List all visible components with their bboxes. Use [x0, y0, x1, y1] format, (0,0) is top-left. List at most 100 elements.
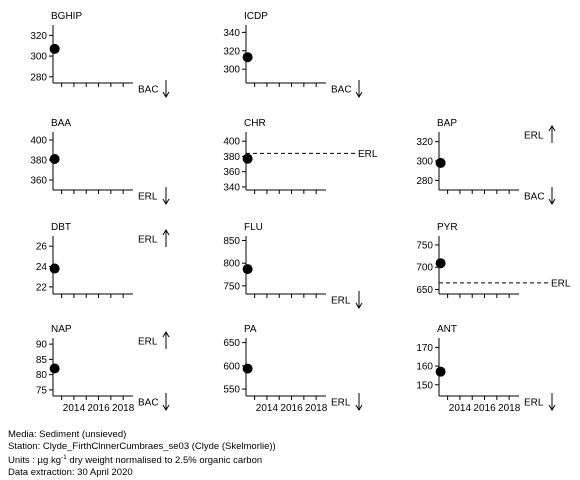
footer-media: Media: Sediment (unsieved) — [8, 429, 127, 440]
arrow-head-erl — [162, 331, 170, 338]
arrow-head-bac — [355, 91, 363, 98]
data-point — [49, 154, 60, 164]
y-tick-label: 150 — [416, 380, 433, 391]
data-point — [49, 363, 60, 374]
panel-title: PA — [244, 324, 257, 335]
footer-units-prefix: Units : µg kg — [8, 455, 61, 467]
y-tick-label: 360 — [223, 167, 240, 178]
arrow-head-erl — [162, 229, 170, 236]
data-point — [49, 43, 60, 54]
reference-label-erl: ERL — [331, 296, 351, 307]
data-point — [242, 153, 253, 164]
x-tick-label: 2018 — [305, 403, 328, 414]
y-tick-label: 300 — [223, 65, 240, 76]
panel-title: NAP — [51, 324, 72, 335]
panel-title: CHR — [244, 118, 266, 129]
footer-units-suffix: dry weight normalised to 2.5% organic ca… — [66, 455, 263, 467]
y-tick-label: 360 — [30, 176, 47, 187]
x-tick-label: 2014 — [449, 403, 472, 414]
x-tick-label: 2016 — [473, 403, 496, 414]
y-tick-label: 320 — [223, 46, 240, 57]
panel-ant: ANT 150 160 170 2014 2016 2018 ERL — [416, 324, 556, 414]
arrow-head-bac — [548, 198, 556, 205]
panel-title: PYR — [437, 222, 458, 233]
y-tick-label: 300 — [30, 52, 47, 63]
panel-flu: FLU 750 800 850 ERL — [223, 222, 363, 309]
figure-footer: Media: Sediment (unsieved) Station: Clyd… — [8, 429, 276, 478]
data-point — [242, 52, 253, 63]
footer-station: Station: Clyde_FirthClnnerCumbraes_se03 … — [8, 440, 276, 452]
footer-units-exponent: -1 — [61, 454, 67, 461]
arrow-head-erl — [355, 404, 363, 411]
y-tick-label: 160 — [416, 362, 433, 373]
y-tick-label: 320 — [30, 31, 47, 42]
panel-nap: NAP 75 80 85 90 2014 2016 2018 ERL BAC — [36, 324, 170, 414]
y-tick-label: 700 — [416, 263, 433, 274]
data-point — [49, 263, 60, 274]
panel-title: BAP — [437, 118, 457, 129]
y-tick-label: 340 — [223, 28, 240, 39]
y-tick-label: 300 — [416, 157, 433, 168]
y-tick-label: 24 — [36, 262, 48, 273]
panel-title: ANT — [437, 324, 457, 335]
x-tick-label: 2014 — [256, 403, 279, 414]
footer-extraction: Data extraction: 30 April 2020 — [8, 466, 133, 478]
panel-pa: PA 550 600 650 2014 2016 2018 ERL — [223, 324, 363, 414]
y-tick-label: 750 — [223, 281, 240, 292]
y-tick-label: 85 — [36, 355, 48, 366]
reference-label-erl: ERL — [358, 149, 378, 160]
y-tick-label: 550 — [223, 385, 240, 396]
x-tick-label: 2018 — [498, 403, 521, 414]
panel-title: DBT — [51, 222, 71, 233]
arrow-head-bac — [162, 404, 170, 411]
data-point — [435, 366, 446, 377]
y-tick-label: 280 — [416, 176, 433, 187]
reference-label-bac: BAC — [331, 85, 352, 96]
x-tick-label: 2016 — [280, 403, 303, 414]
data-point — [242, 363, 253, 374]
reference-label-erl: ERL — [524, 398, 544, 409]
reference-label-bac: BAC — [138, 85, 159, 96]
reference-label-erl: ERL — [551, 278, 571, 289]
reference-label-bac: BAC — [524, 192, 545, 203]
y-tick-label: 850 — [223, 236, 240, 247]
y-tick-label: 600 — [223, 361, 240, 372]
y-tick-label: 80 — [36, 370, 48, 381]
panel-bap: BAP 280 300 320 ERL BAC — [416, 118, 556, 205]
reference-label-bac: BAC — [138, 398, 159, 409]
panel-title: BAA — [51, 118, 71, 129]
y-tick-label: 650 — [223, 338, 240, 349]
panel-title: FLU — [244, 222, 263, 233]
reference-label-erl: ERL — [138, 192, 158, 203]
panel-title: BGHIP — [51, 11, 82, 22]
y-tick-label: 400 — [30, 136, 47, 147]
arrow-head-erl — [548, 404, 556, 411]
panel-baa: BAA 360 380 400 ERL — [30, 118, 170, 205]
y-tick-label: 650 — [416, 285, 433, 296]
footer-units: Units : µg kg-1 dry weight normalised to… — [8, 452, 276, 467]
panel-pyr: PYR 650 700 750 ERL — [416, 222, 571, 298]
data-point — [435, 157, 446, 168]
panel-icdp: ICDP 300 320 340 BAC — [223, 11, 363, 98]
reference-label-erl: ERL — [331, 398, 351, 409]
x-tick-label: 2018 — [112, 403, 135, 414]
y-tick-label: 280 — [30, 72, 47, 83]
y-tick-label: 75 — [36, 385, 48, 396]
panel-dbt: DBT 22 24 26 ERL — [36, 222, 170, 298]
panel-chr: CHR 340 360 380 400 ERL — [223, 118, 378, 194]
y-tick-label: 800 — [223, 259, 240, 270]
y-tick-label: 26 — [36, 242, 48, 253]
y-tick-label: 320 — [416, 137, 433, 148]
reference-label-erl: ERL — [138, 235, 158, 246]
y-tick-label: 340 — [223, 182, 240, 193]
y-tick-label: 380 — [223, 152, 240, 163]
reference-label-erl: ERL — [138, 337, 158, 348]
x-tick-label: 2016 — [87, 403, 110, 414]
y-tick-label: 90 — [36, 340, 48, 351]
data-point — [242, 264, 253, 275]
arrow-head-erl — [548, 125, 556, 132]
x-tick-label: 2014 — [63, 403, 86, 414]
y-tick-label: 170 — [416, 343, 433, 354]
arrow-head-erl — [162, 198, 170, 205]
